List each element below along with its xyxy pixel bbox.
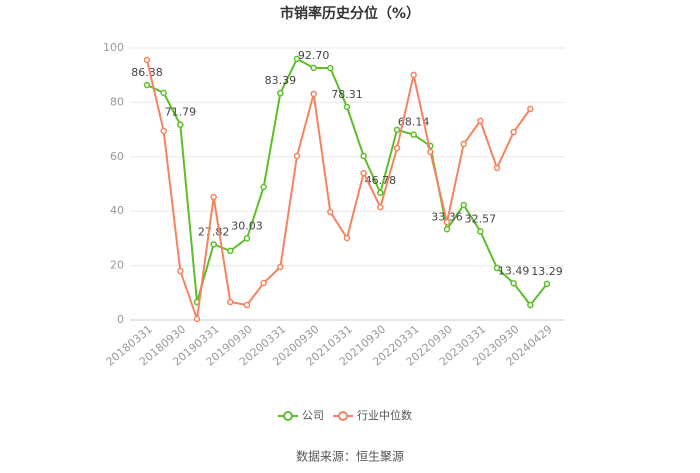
data-label: 68.14 xyxy=(398,116,430,129)
data-point xyxy=(510,280,517,287)
legend-item: 公司 xyxy=(278,409,324,422)
data-point xyxy=(377,203,384,211)
data-point xyxy=(427,148,434,156)
data-point xyxy=(477,228,484,235)
data-point xyxy=(310,64,317,72)
data-point xyxy=(360,152,367,160)
data-point xyxy=(210,193,217,201)
data-label: 13.49 xyxy=(498,264,530,277)
data-point xyxy=(477,117,484,125)
data-label: 92.70 xyxy=(298,49,330,62)
data-point xyxy=(443,218,451,226)
data-point xyxy=(393,126,401,134)
data-point xyxy=(227,247,234,255)
data-label: 71.79 xyxy=(165,106,197,119)
chart-title: 市销率历史分位（%） xyxy=(280,5,420,22)
y-tick-label: 60 xyxy=(110,150,124,163)
data-point xyxy=(193,315,201,323)
data-label: 27.82 xyxy=(198,225,230,238)
data-label: 78.31 xyxy=(331,88,363,101)
data-point xyxy=(160,89,167,97)
data-point xyxy=(210,241,217,248)
data-point xyxy=(460,140,467,148)
data-point xyxy=(377,189,384,197)
data-point xyxy=(293,55,301,63)
data-point xyxy=(277,89,284,97)
data-label: 33.36 xyxy=(431,210,463,223)
legend-label: 行业中位数 xyxy=(357,408,412,422)
data-point xyxy=(177,121,184,128)
data-point xyxy=(493,264,501,272)
data-point xyxy=(360,169,367,177)
data-point xyxy=(460,201,467,209)
data-point xyxy=(327,208,334,216)
data-point xyxy=(310,90,317,98)
data-label: 13.29 xyxy=(531,265,563,278)
data-point xyxy=(410,131,417,138)
data-point xyxy=(327,64,334,72)
data-point xyxy=(143,56,151,64)
data-point xyxy=(410,71,417,79)
legend-item: 行业中位数 xyxy=(333,408,412,422)
y-tick-label: 40 xyxy=(110,204,124,217)
data-point xyxy=(143,81,151,89)
data-point xyxy=(510,128,517,136)
data-label: 83.39 xyxy=(265,74,297,87)
legend-marker xyxy=(283,411,293,421)
legend-label: 公司 xyxy=(302,409,324,422)
data-point xyxy=(243,301,251,309)
data-point xyxy=(227,298,234,306)
legend-marker xyxy=(338,411,348,421)
data-point xyxy=(293,152,301,160)
data-label: 30.03 xyxy=(231,219,263,232)
y-tick-label: 80 xyxy=(110,95,124,108)
series-line xyxy=(146,59,532,320)
data-point xyxy=(277,263,284,271)
y-tick-label: 20 xyxy=(110,259,124,272)
data-point xyxy=(527,301,534,309)
data-point xyxy=(543,280,551,288)
data-point xyxy=(343,103,351,111)
source: 数据来源：恒生聚源 xyxy=(296,449,404,464)
data-label: 86.38 xyxy=(131,66,163,79)
y-tick-label: 100 xyxy=(103,41,124,54)
data-point xyxy=(343,234,351,242)
data-label: 32.57 xyxy=(465,212,497,225)
y-tick-label: 0 xyxy=(117,313,124,326)
data-point xyxy=(443,226,451,233)
data-point xyxy=(160,127,167,135)
data-point xyxy=(177,267,184,275)
data-point xyxy=(493,164,501,172)
data-point xyxy=(393,144,401,152)
data-point xyxy=(243,235,251,242)
data-point xyxy=(260,183,267,191)
data-point xyxy=(260,279,267,287)
data-point xyxy=(527,105,534,113)
